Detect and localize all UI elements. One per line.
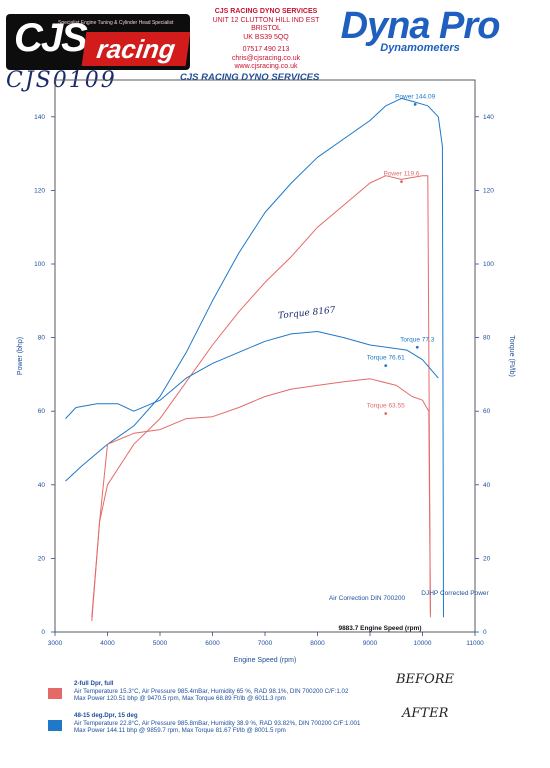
legend-swatch-before (48, 688, 62, 699)
page-title: CJS RACING DYNO SERVICES (180, 72, 320, 83)
data-label: Torque 63.55 (367, 403, 405, 410)
y-tick-label: 140 (34, 114, 45, 121)
correction-note: Air Correction DIN 700200 (329, 595, 406, 602)
torque-line-after (65, 331, 439, 419)
y2-tick-label: 20 (483, 555, 491, 562)
address-line-3: UK BS39 5QQ (243, 33, 289, 41)
annotation-marker (415, 345, 419, 349)
legend-text-before: 2-full Dpr, full Air Temperature 15.3°C,… (74, 680, 374, 703)
x-tick-label: 3000 (48, 640, 63, 647)
website-address: www.cjsracing.co.uk (234, 63, 298, 70)
y-tick-label: 20 (38, 555, 46, 562)
torque-line-before (91, 378, 431, 622)
x-tick-label: 6000 (205, 640, 220, 647)
logo-tagline: Specialist Engine Tuning & Cylinder Head… (58, 20, 174, 26)
x-tick-label: 7000 (258, 640, 273, 647)
dyna-pro-logo: Dyna Pro Dynamometers (332, 6, 508, 54)
y-tick-label: 100 (34, 261, 45, 268)
legend-max-values: Max Power 144.11 bhp @ 9859.7 rpm, Max T… (74, 727, 286, 734)
legend-conditions: Air Temperature 15.3°C, Air Pressure 985… (74, 687, 349, 695)
power-line-after (65, 97, 444, 618)
legend-max-values: Max Power 120.51 bhp @ 9470.5 rpm, Max T… (74, 695, 286, 702)
x-tick-label: 5000 (153, 640, 168, 647)
y-tick-label: 80 (38, 335, 46, 342)
data-label: Torque 8167 (278, 306, 337, 322)
annotation-marker (384, 364, 388, 368)
data-label: Torque 77.3 (400, 336, 435, 343)
data-label: Power 119.6 (383, 171, 419, 178)
email-address: chris@cjsracing.co.uk (231, 54, 301, 62)
y2-tick-label: 60 (483, 408, 491, 415)
address-line-2: BRISTOL (251, 25, 281, 32)
annotation-marker (384, 412, 388, 415)
engine-speed-readout: 9883.7 Engine Speed (rpm) (338, 625, 421, 632)
annotation-marker (413, 103, 417, 106)
annotation-marker (400, 180, 403, 184)
x-tick-label: 11000 (466, 640, 484, 647)
legend-label: 48-15 deg.Dpr, 15 deg (74, 712, 138, 719)
y2-tick-label: 140 (483, 114, 494, 121)
plot-frame (54, 79, 476, 633)
legend-swatch-after (48, 720, 62, 731)
x-tick-label: 10000 (413, 640, 431, 647)
x-tick-label: 8000 (310, 640, 325, 647)
handwritten-after-note: AFTER (402, 706, 449, 721)
y2-axis-label: Torque (Ft/lb) (508, 335, 515, 377)
y2-tick-label: 0 (483, 629, 487, 636)
x-axis-label: Engine Speed (rpm) (234, 657, 297, 664)
y-axis-label: Power (bhp) (17, 337, 24, 375)
brand-subtitle: Dynamometers (380, 42, 460, 54)
legend-label: 2-full Dpr, full (74, 680, 114, 687)
legend-conditions: Air Temperature 22.8°C, Air Pressure 985… (74, 719, 361, 727)
handwritten-before-note: BEFORE (396, 672, 454, 687)
y2-tick-label: 120 (483, 187, 494, 194)
y2-tick-label: 100 (483, 261, 494, 268)
y2-tick-label: 40 (483, 482, 491, 489)
y-tick-label: 0 (41, 629, 45, 636)
x-tick-label: 4000 (100, 640, 115, 647)
y-tick-label: 120 (34, 187, 45, 194)
legend-text-after: 48-15 deg.Dpr, 15 deg Air Temperature 22… (74, 712, 374, 735)
corrected-power-note: DJHP Corrected Power (421, 590, 489, 597)
y2-tick-label: 80 (483, 335, 491, 342)
y-tick-label: 40 (38, 482, 46, 489)
data-label: Power 144.09 (395, 93, 435, 100)
power-line-before (91, 175, 431, 618)
address-line-1: UNIT 12 CLUTTON HILL IND EST (212, 16, 320, 24)
company-name: CJS RACING DYNO SERVICES (214, 8, 318, 15)
y-tick-label: 60 (38, 408, 46, 415)
data-label: Torque 76.61 (367, 355, 405, 362)
cjs-racing-logo: CJS Specialist Engine Tuning & Cylinder … (6, 14, 190, 70)
phone-number: 07517 490 213 (242, 46, 290, 53)
x-tick-label: 9000 (363, 640, 378, 647)
company-address: CJS RACING DYNO SERVICES UNIT 12 CLUTTON… (196, 8, 336, 72)
brand-name: Dyna Pro (340, 5, 501, 47)
logo-mark: CJS (14, 16, 88, 60)
